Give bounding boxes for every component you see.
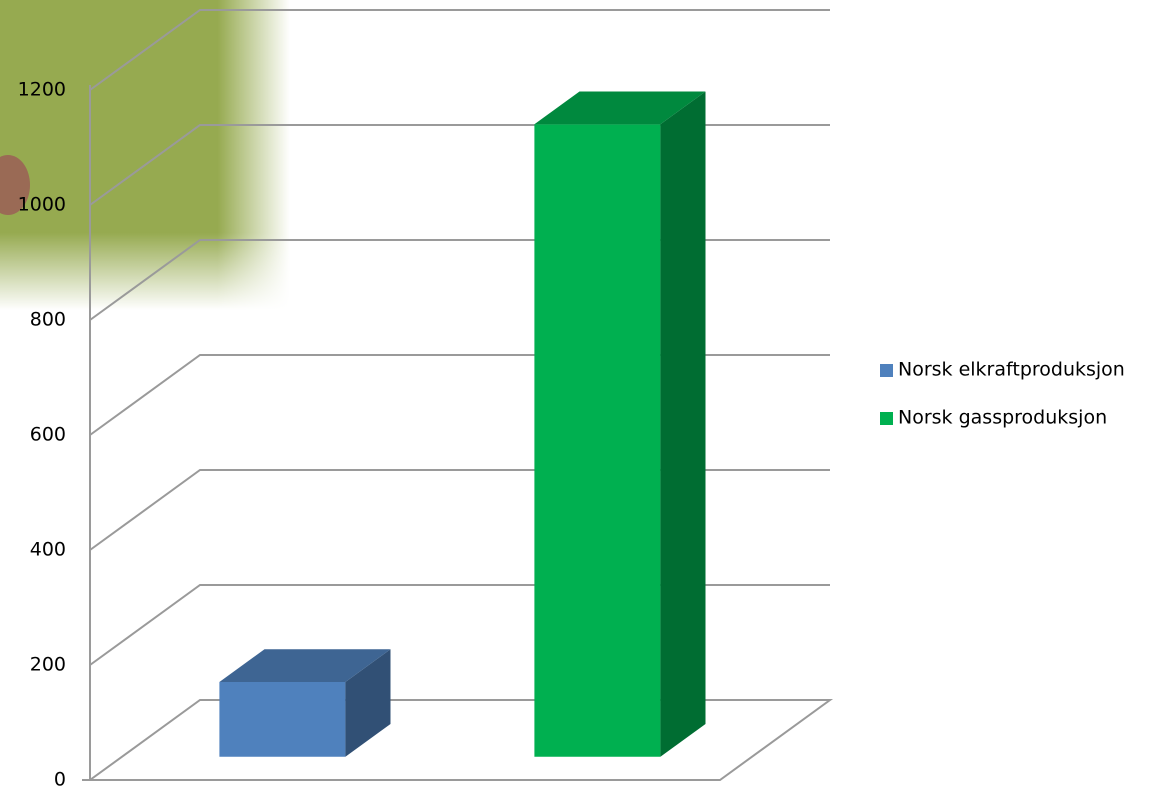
legend-swatch [880,412,893,425]
grid-line [89,354,830,436]
y-tick-label: 800 [30,309,66,331]
legend-label: Norsk gassproduksjon [898,407,1107,429]
bar-top [534,91,706,125]
y-tick-label: 0 [54,769,66,791]
legend-swatch [880,364,893,377]
y-tick-label: 1200 [18,79,66,101]
bar-side [660,91,706,757]
grid-line [89,469,830,551]
grid-line [89,584,830,666]
floor [86,699,834,781]
legend-label: Norsk elkraftproduksjon [898,359,1125,381]
y-tick-label: 1000 [18,194,66,216]
bar-top [219,649,391,683]
y-tick-label: 400 [30,539,66,561]
y-tick-label: 200 [30,654,66,676]
background-photo [0,0,290,310]
bar-front [534,124,661,757]
bar-side [345,649,391,757]
bar-front [219,682,346,757]
y-tick-label: 600 [30,424,66,446]
grid-line [89,9,830,91]
legend: Norsk elkraftproduksjon Norsk gassproduks… [880,359,1125,429]
